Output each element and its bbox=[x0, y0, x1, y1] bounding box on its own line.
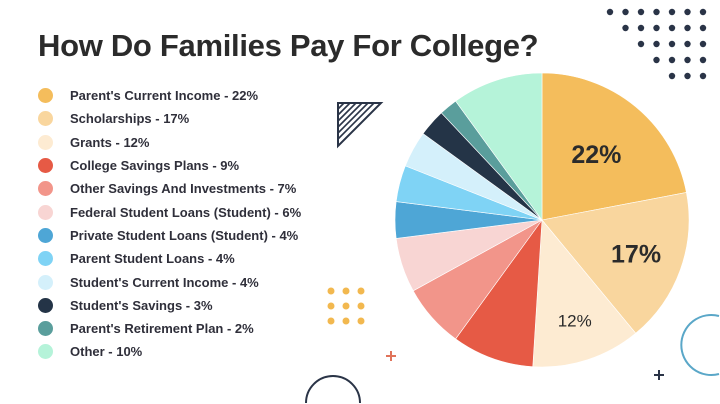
legend-swatch bbox=[38, 111, 53, 127]
dot-pattern bbox=[684, 56, 691, 64]
legend-swatch bbox=[38, 251, 53, 267]
legend: Parent's Current Income - 22% Scholarship… bbox=[38, 84, 301, 364]
dot-pattern bbox=[342, 317, 350, 325]
legend-item: Grants - 12% bbox=[38, 131, 301, 154]
dot-pattern bbox=[327, 287, 335, 295]
legend-label: Other - 10% bbox=[70, 344, 143, 360]
legend-swatch bbox=[38, 181, 53, 197]
dot-pattern bbox=[606, 8, 614, 16]
circle-outline bbox=[305, 375, 361, 404]
legend-label: Other Savings And Investments - 7% bbox=[70, 181, 297, 197]
legend-item: Parent's Current Income - 22% bbox=[38, 84, 301, 107]
pie-slice bbox=[455, 72, 543, 221]
legend-item: Other - 10% bbox=[38, 340, 301, 363]
hatched-triangle bbox=[337, 102, 384, 149]
dot-pattern bbox=[622, 24, 629, 32]
legend-label: Student's Current Income - 4% bbox=[70, 274, 259, 290]
dot-pattern bbox=[357, 302, 365, 310]
legend-swatch bbox=[38, 204, 53, 220]
dot-pattern bbox=[637, 24, 645, 32]
dot-pattern bbox=[653, 56, 660, 64]
legend-swatch bbox=[38, 227, 53, 243]
dot-pattern bbox=[637, 40, 645, 48]
dot-pattern bbox=[699, 8, 707, 16]
data-label: 12% bbox=[558, 312, 592, 331]
dot-pattern bbox=[327, 317, 335, 325]
legend-item: Parent's Retirement Plan - 2% bbox=[38, 317, 301, 340]
legend-item: Scholarships - 17% bbox=[38, 107, 301, 130]
legend-label: Private Student Loans (Student) - 4% bbox=[70, 227, 299, 243]
legend-swatch bbox=[38, 134, 53, 150]
dot-pattern bbox=[684, 8, 691, 16]
dot-pattern bbox=[653, 24, 660, 32]
dot-pattern bbox=[653, 40, 660, 48]
dot-pattern bbox=[684, 40, 691, 48]
pie-slice bbox=[541, 72, 687, 221]
legend-item: Parent Student Loans - 4% bbox=[38, 247, 301, 270]
dot-pattern bbox=[622, 8, 629, 16]
legend-item: Private Student Loans (Student) - 4% bbox=[38, 224, 301, 247]
dot-pattern bbox=[342, 302, 350, 310]
dot-pattern bbox=[699, 40, 707, 48]
pie-slice bbox=[455, 218, 543, 368]
dot-pattern bbox=[357, 317, 365, 325]
dot-pattern bbox=[699, 24, 707, 32]
plus-icon bbox=[386, 351, 396, 361]
data-label: 22% bbox=[571, 141, 621, 169]
legend-item: Student's Current Income - 4% bbox=[38, 270, 301, 293]
dot-pattern bbox=[327, 302, 335, 310]
legend-swatch bbox=[38, 321, 53, 337]
legend-label: Scholarships - 17% bbox=[70, 111, 190, 127]
legend-item: Federal Student Loans (Student) - 6% bbox=[38, 200, 301, 223]
dot-pattern bbox=[357, 287, 365, 295]
dot-pattern bbox=[699, 56, 707, 64]
dot-pattern bbox=[684, 24, 691, 32]
circle-outline bbox=[680, 314, 720, 376]
legend-swatch bbox=[38, 274, 53, 290]
dot-pattern bbox=[342, 287, 350, 295]
pie-slice bbox=[541, 192, 690, 334]
plus-icon bbox=[654, 370, 664, 380]
dot-pattern bbox=[668, 40, 676, 48]
dot-pattern bbox=[637, 8, 645, 16]
data-label: 17% bbox=[611, 241, 661, 269]
dot-pattern bbox=[684, 72, 691, 80]
legend-swatch bbox=[38, 297, 53, 313]
legend-label: Federal Student Loans (Student) - 6% bbox=[70, 204, 302, 220]
dot-pattern bbox=[668, 56, 676, 64]
legend-label: Grants - 12% bbox=[70, 134, 150, 150]
legend-label: Student's Savings - 3% bbox=[70, 297, 213, 313]
legend-label: Parent's Retirement Plan - 2% bbox=[70, 321, 254, 337]
chart-title: How Do Families Pay For College? bbox=[38, 28, 539, 63]
legend-item: Other Savings And Investments - 7% bbox=[38, 177, 301, 200]
legend-swatch bbox=[38, 158, 53, 174]
dot-pattern bbox=[653, 8, 660, 16]
legend-label: Parent Student Loans - 4% bbox=[70, 251, 235, 267]
legend-swatch bbox=[38, 88, 53, 104]
legend-label: College Savings Plans - 9% bbox=[70, 158, 240, 174]
legend-swatch bbox=[38, 344, 53, 360]
dot-pattern bbox=[699, 72, 707, 80]
legend-item: Student's Savings - 3% bbox=[38, 294, 301, 317]
dot-pattern bbox=[668, 72, 676, 80]
dot-pattern bbox=[668, 24, 676, 32]
dot-pattern bbox=[668, 8, 676, 16]
pie-slice bbox=[532, 219, 637, 368]
legend-item: College Savings Plans - 9% bbox=[38, 154, 301, 177]
legend-label: Parent's Current Income - 22% bbox=[70, 88, 259, 104]
